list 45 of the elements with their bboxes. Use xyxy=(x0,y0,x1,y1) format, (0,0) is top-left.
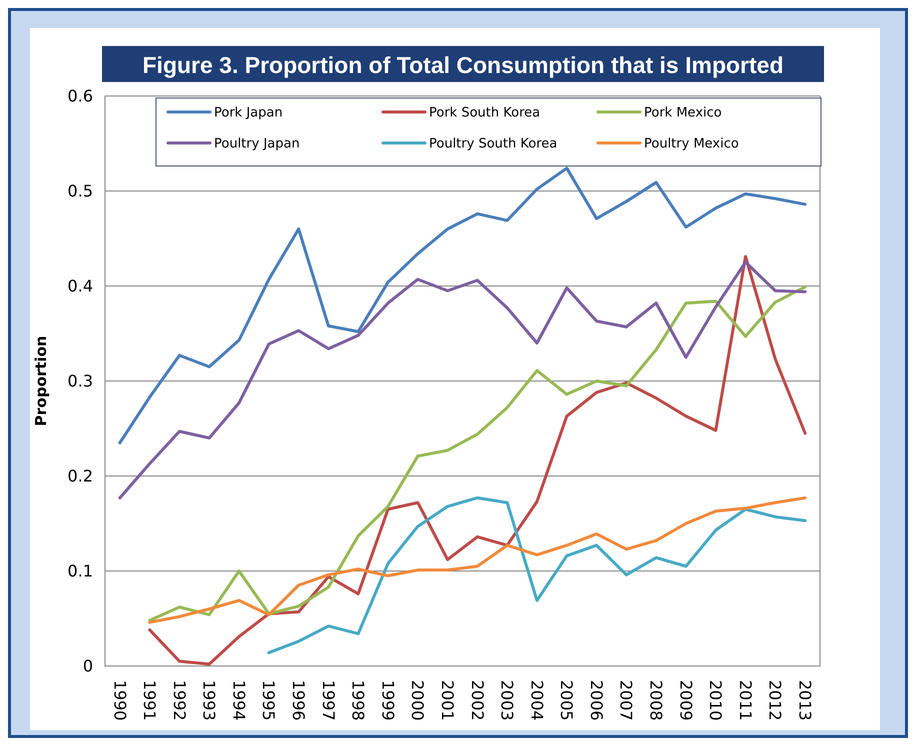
y-tick-label: 0.6 xyxy=(68,86,93,106)
y-tick-label: 0.2 xyxy=(68,466,93,486)
legend-label: Poultry South Korea xyxy=(429,136,558,152)
line-series xyxy=(118,166,807,444)
y-tick-label: 0.1 xyxy=(68,562,93,581)
x-tick-label: 2002 xyxy=(468,680,487,721)
legend-label: Poultry Japan xyxy=(214,136,300,152)
legend-label: Pork South Korea xyxy=(429,106,540,121)
x-tick-label: 1991 xyxy=(140,680,160,721)
x-tick-label: 2001 xyxy=(438,680,458,721)
x-tick-label: 2008 xyxy=(646,680,666,721)
x-tick-label: 1999 xyxy=(378,680,398,721)
chart-title: Figure 3. Proportion of Total Consumption that is Imported xyxy=(142,52,784,78)
x-tick-label: 1992 xyxy=(170,680,189,721)
line-series xyxy=(148,285,807,622)
x-tick-label: 2013 xyxy=(796,680,815,721)
line-series xyxy=(118,260,807,500)
x-tick-label: 1996 xyxy=(289,680,308,721)
x-tick-label: 1995 xyxy=(259,680,278,721)
x-tick-label: 2006 xyxy=(586,680,606,721)
x-tick-label: 2007 xyxy=(616,680,636,721)
y-tick-label: 0.5 xyxy=(68,182,93,201)
line-series xyxy=(148,255,807,666)
line-series xyxy=(267,496,807,654)
x-tick-label: 2004 xyxy=(527,680,546,721)
x-tick-label: 1994 xyxy=(229,680,248,721)
x-tick-label: 2003 xyxy=(498,680,517,721)
legend-label: Pork Japan xyxy=(214,106,283,121)
x-tick-label: 1990 xyxy=(110,680,130,721)
x-tick-label: 2011 xyxy=(736,680,755,721)
line-series xyxy=(148,496,807,624)
y-tick-label: 0 xyxy=(82,656,93,676)
legend-label: Pork Mexico xyxy=(644,106,722,121)
x-tick-label: 2005 xyxy=(557,680,576,721)
x-tick-label: 2000 xyxy=(408,680,428,721)
y-axis-title: Proportion xyxy=(32,336,50,426)
x-tick-label: 1998 xyxy=(348,680,368,721)
legend-label: Poultry Mexico xyxy=(644,136,739,152)
x-tick-label: 2010 xyxy=(706,680,726,721)
x-tick-label: 2012 xyxy=(766,680,785,721)
y-tick-label: 0.4 xyxy=(68,276,93,296)
x-tick-label: 1993 xyxy=(200,680,219,721)
y-tick-label: 0.3 xyxy=(68,372,93,391)
x-tick-label: 1997 xyxy=(318,680,338,721)
x-tick-label: 2009 xyxy=(676,680,696,721)
